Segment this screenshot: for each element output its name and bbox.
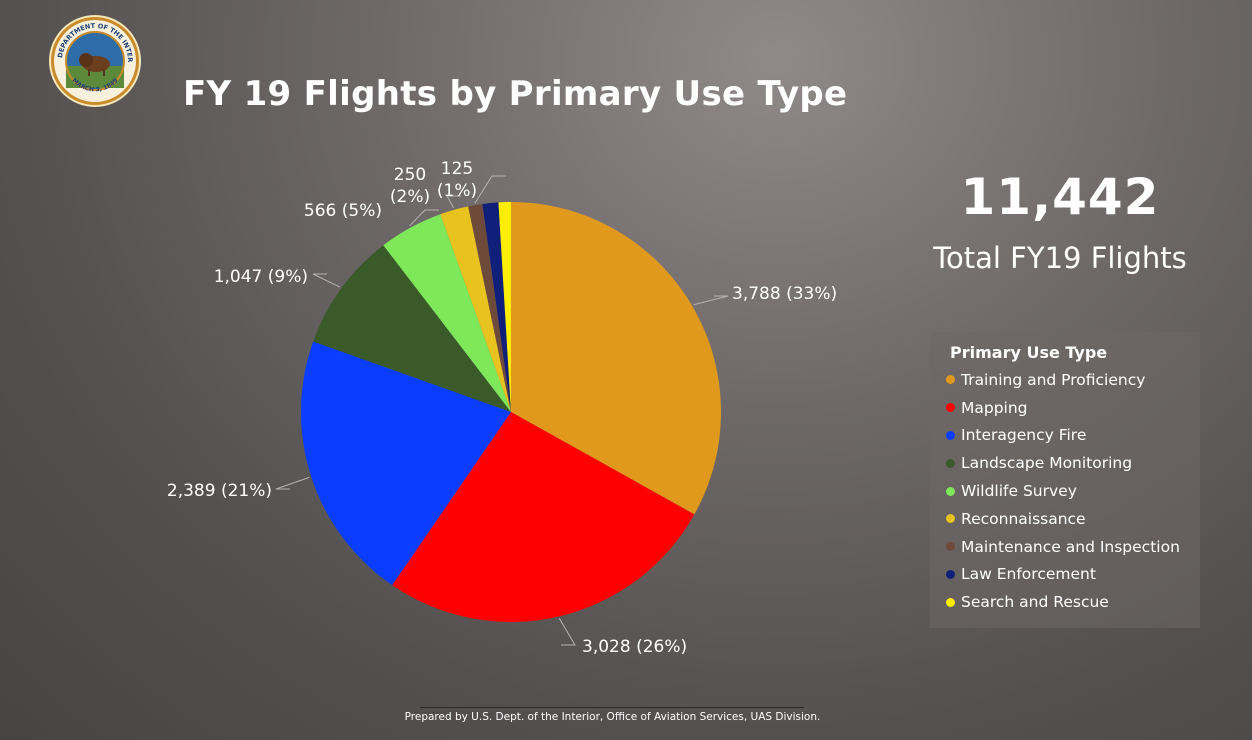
legend-item[interactable]: Reconnaissance [946,505,1200,533]
legend-item[interactable]: Law Enforcement [946,561,1200,589]
legend-swatch-icon [946,403,955,413]
slice-data-label: 3,788 (33%) [732,284,837,304]
pie-slice[interactable] [313,245,511,412]
page-title: FY 19 Flights by Primary Use Type [183,74,848,114]
legend-title: Primary Use Type [950,343,1108,362]
legend-swatch-icon [946,597,955,607]
slice-data-label: 250 (2%) [390,165,430,207]
legend-label: Maintenance and Inspection [961,537,1180,556]
leader-line [558,618,576,646]
legend-label: Law Enforcement [961,565,1096,584]
legend-swatch-icon [946,375,955,385]
leader-line [409,209,439,227]
legend-label: Interagency Fire [961,426,1087,445]
leader-line [693,295,729,306]
legend-item[interactable]: Interagency Fire [946,422,1200,450]
legend-swatch-icon [946,569,955,579]
slice-data-label: 3,028 (26%) [582,637,687,657]
legend-swatch-icon [946,486,955,496]
pie-slice[interactable] [482,202,511,412]
pie-slice[interactable] [498,202,511,412]
legend-item[interactable]: Maintenance and Inspection [946,533,1200,561]
pie-slice[interactable] [301,341,511,586]
legend-swatch-icon [946,542,955,552]
legend-label: Landscape Monitoring [961,454,1133,473]
legend-item[interactable]: Wildlife Survey [946,477,1200,505]
leader-line [275,476,310,490]
leader-line [446,195,461,209]
legend-item[interactable]: Mapping [946,394,1200,422]
pie-slice[interactable] [511,202,722,515]
pie-slice[interactable] [392,412,695,623]
slice-data-label: 2,389 (21%) [167,481,272,501]
doi-seal-logo: U.S. DEPARTMENT OF THE INTERIOR MARCH 3,… [48,14,141,107]
slice-data-label: 566 (5%) [304,201,382,221]
footer-credit: Prepared by U.S. Dept. of the Interior, … [404,711,821,723]
pie-slice[interactable] [440,206,511,412]
pie-slice[interactable] [383,214,511,412]
legend-swatch-icon [946,430,955,440]
pie-slice[interactable] [468,203,511,412]
legend-items: Training and Proficiency Mapping Interagen… [946,366,1200,616]
chart-legend: Primary Use Type Training and Proficienc… [930,332,1200,628]
total-flights-value: 11,442 [960,168,1160,226]
legend-label: Mapping [961,398,1028,417]
slice-data-label: 1,047 (9%) [214,267,308,287]
total-flights-label: Total FY19 Flights [933,241,1187,275]
leader-line [312,273,340,288]
legend-label: Training and Proficiency [961,370,1146,389]
legend-item[interactable]: Search and Rescue [946,588,1200,616]
footer-divider [420,707,804,708]
legend-item[interactable]: Landscape Monitoring [946,449,1200,477]
legend-swatch-icon [946,458,955,468]
legend-label: Search and Rescue [961,593,1109,612]
legend-label: Reconnaissance [961,509,1086,528]
legend-swatch-icon [946,514,955,524]
leader-line [474,175,506,204]
slice-data-label: 125 (1%) [437,159,477,201]
legend-label: Wildlife Survey [961,482,1077,501]
legend-item[interactable]: Training and Proficiency [946,366,1200,394]
